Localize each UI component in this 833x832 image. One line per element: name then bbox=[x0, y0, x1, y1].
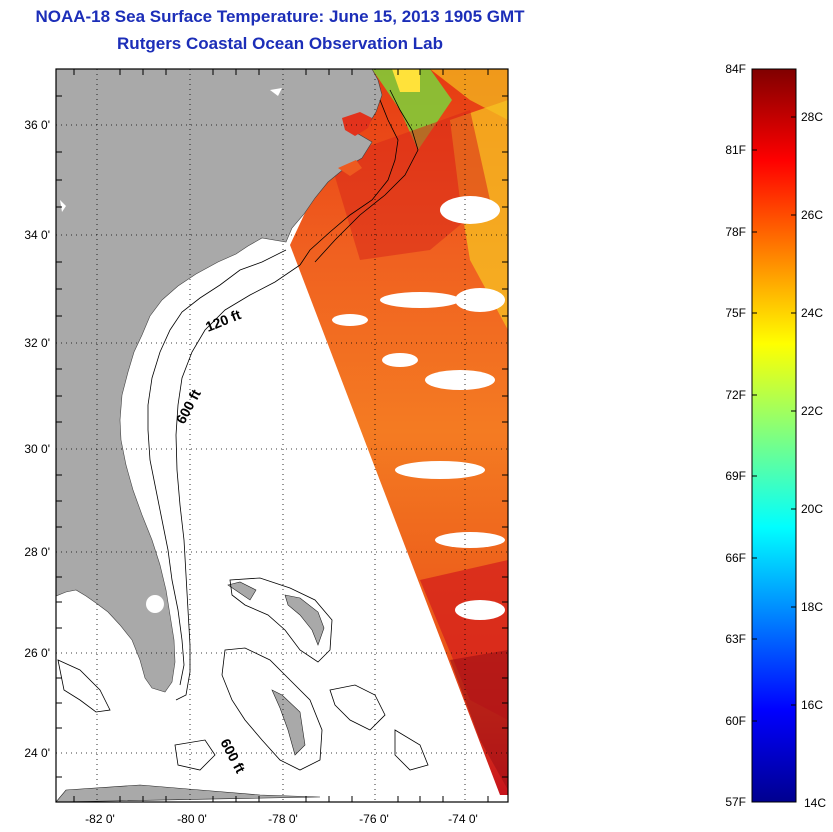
sst-swath bbox=[290, 69, 508, 795]
lat-label: 30 0' bbox=[24, 442, 50, 456]
map-frame bbox=[55, 68, 509, 803]
colorbar-ticks bbox=[752, 68, 796, 722]
colorbar bbox=[751, 68, 797, 803]
colorbar-c-label: 22C bbox=[801, 404, 823, 418]
colorbar-c-label: 20C bbox=[801, 502, 823, 516]
map-subtitle: Rutgers Coastal Ocean Observation Lab bbox=[117, 34, 443, 53]
map-title: NOAA-18 Sea Surface Temperature: June 15… bbox=[35, 7, 525, 26]
colorbar-c-label: 24C bbox=[801, 306, 823, 320]
colorbar-f-label: 66F bbox=[725, 551, 746, 565]
colorbar-f-label: 69F bbox=[725, 469, 746, 483]
lon-label: -74 0' bbox=[448, 812, 478, 826]
lake bbox=[60, 200, 66, 212]
colorbar-c-label: 14C bbox=[804, 796, 826, 810]
lon-label: -82 0' bbox=[85, 812, 115, 826]
colorbar-f-label: 78F bbox=[725, 225, 746, 239]
colorbar-c-label: 16C bbox=[801, 698, 823, 712]
map-axis-ticks bbox=[56, 69, 508, 802]
sound-water-south bbox=[338, 160, 362, 176]
colorbar-f-label: 75F bbox=[725, 306, 746, 320]
lon-label: -78 0' bbox=[268, 812, 298, 826]
colorbar-f-label: 84F bbox=[725, 62, 746, 76]
lat-label: 36 0' bbox=[24, 118, 50, 132]
bahamas-islands bbox=[56, 581, 325, 802]
map-gridlines bbox=[56, 69, 508, 802]
colorbar-c-label: 28C bbox=[801, 110, 823, 124]
lon-label: -76 0' bbox=[359, 812, 389, 826]
lat-label: 34 0' bbox=[24, 228, 50, 242]
colorbar-f-label: 72F bbox=[725, 388, 746, 402]
lake bbox=[270, 88, 282, 96]
lat-label: 32 0' bbox=[24, 336, 50, 350]
lat-label: 26 0' bbox=[24, 646, 50, 660]
sound-water bbox=[342, 112, 372, 136]
colorbar-f-label: 63F bbox=[725, 632, 746, 646]
colorbar-f-label: 81F bbox=[725, 143, 746, 157]
lat-label: 28 0' bbox=[24, 545, 50, 559]
lat-label: 24 0' bbox=[24, 746, 50, 760]
lon-label: -80 0' bbox=[177, 812, 207, 826]
colorbar-f-label: 57F bbox=[725, 795, 746, 809]
colorbar-c-label: 18C bbox=[801, 600, 823, 614]
lake-okeechobee bbox=[146, 595, 164, 613]
colorbar-f-label: 60F bbox=[725, 714, 746, 728]
colorbar-c-label: 26C bbox=[801, 208, 823, 222]
